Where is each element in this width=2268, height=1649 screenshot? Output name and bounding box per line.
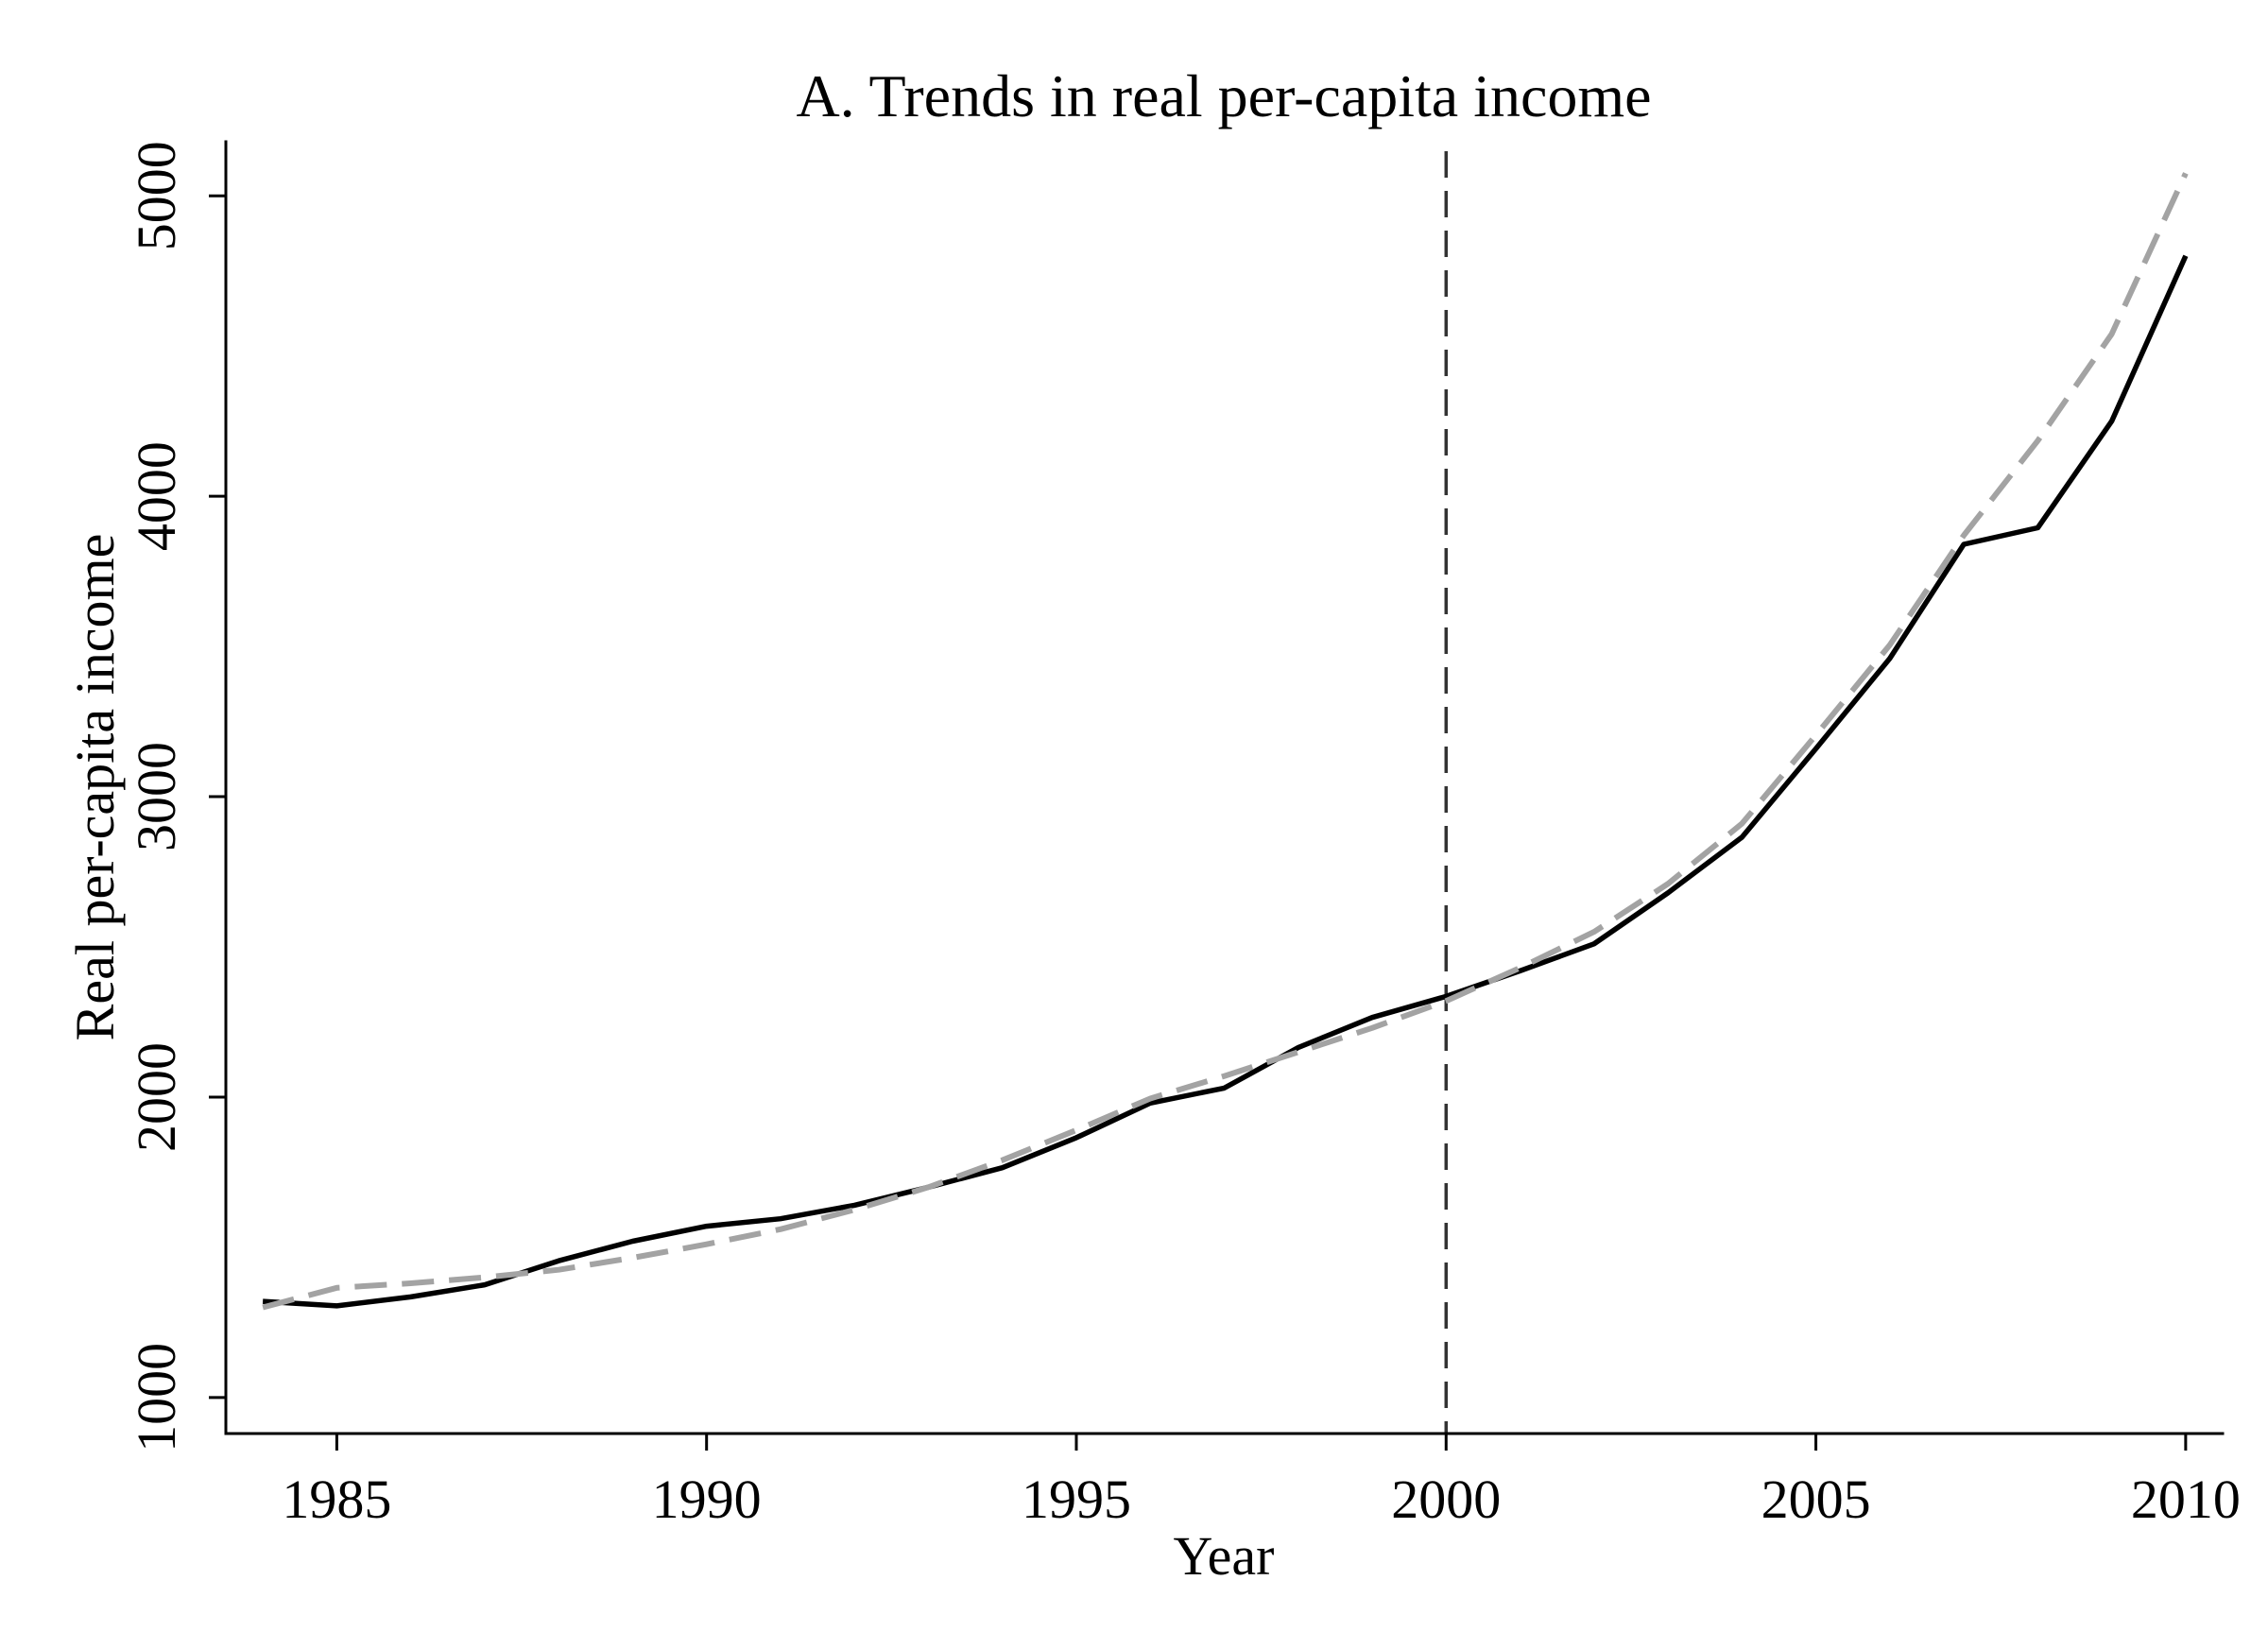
x-tick-label: 2010	[2131, 1469, 2241, 1530]
x-tick-label: 1985	[282, 1469, 391, 1530]
x-tick-label: 1995	[1022, 1469, 1131, 1530]
y-axis-ticks: 1000 2000 3000 4000 5000	[126, 141, 226, 1452]
y-axis-label: Real per-capita income	[64, 534, 126, 1041]
y-tick-label: 3000	[126, 742, 187, 851]
axes	[224, 140, 2225, 1435]
series-2-line	[262, 172, 2189, 1311]
x-tick-label: 1990	[652, 1469, 762, 1530]
series-lines	[262, 172, 2189, 1311]
x-axis-ticks: 1985 1990 1995 2000 2005 2010	[282, 1434, 2241, 1530]
y-tick-label: 2000	[126, 1042, 187, 1152]
y-tick-label: 5000	[126, 141, 187, 250]
series-1	[262, 254, 2189, 1309]
series-1-line	[262, 254, 2189, 1309]
x-tick-label: 2000	[1391, 1469, 1501, 1530]
series-2	[262, 172, 2189, 1311]
x-axis-label: Year	[1174, 1525, 1275, 1587]
y-tick-label: 4000	[126, 441, 187, 551]
y-tick-label: 1000	[126, 1343, 187, 1452]
chart-title: A. Trends in real per-capita income	[796, 62, 1651, 129]
x-tick-label: 2005	[1761, 1469, 1871, 1530]
